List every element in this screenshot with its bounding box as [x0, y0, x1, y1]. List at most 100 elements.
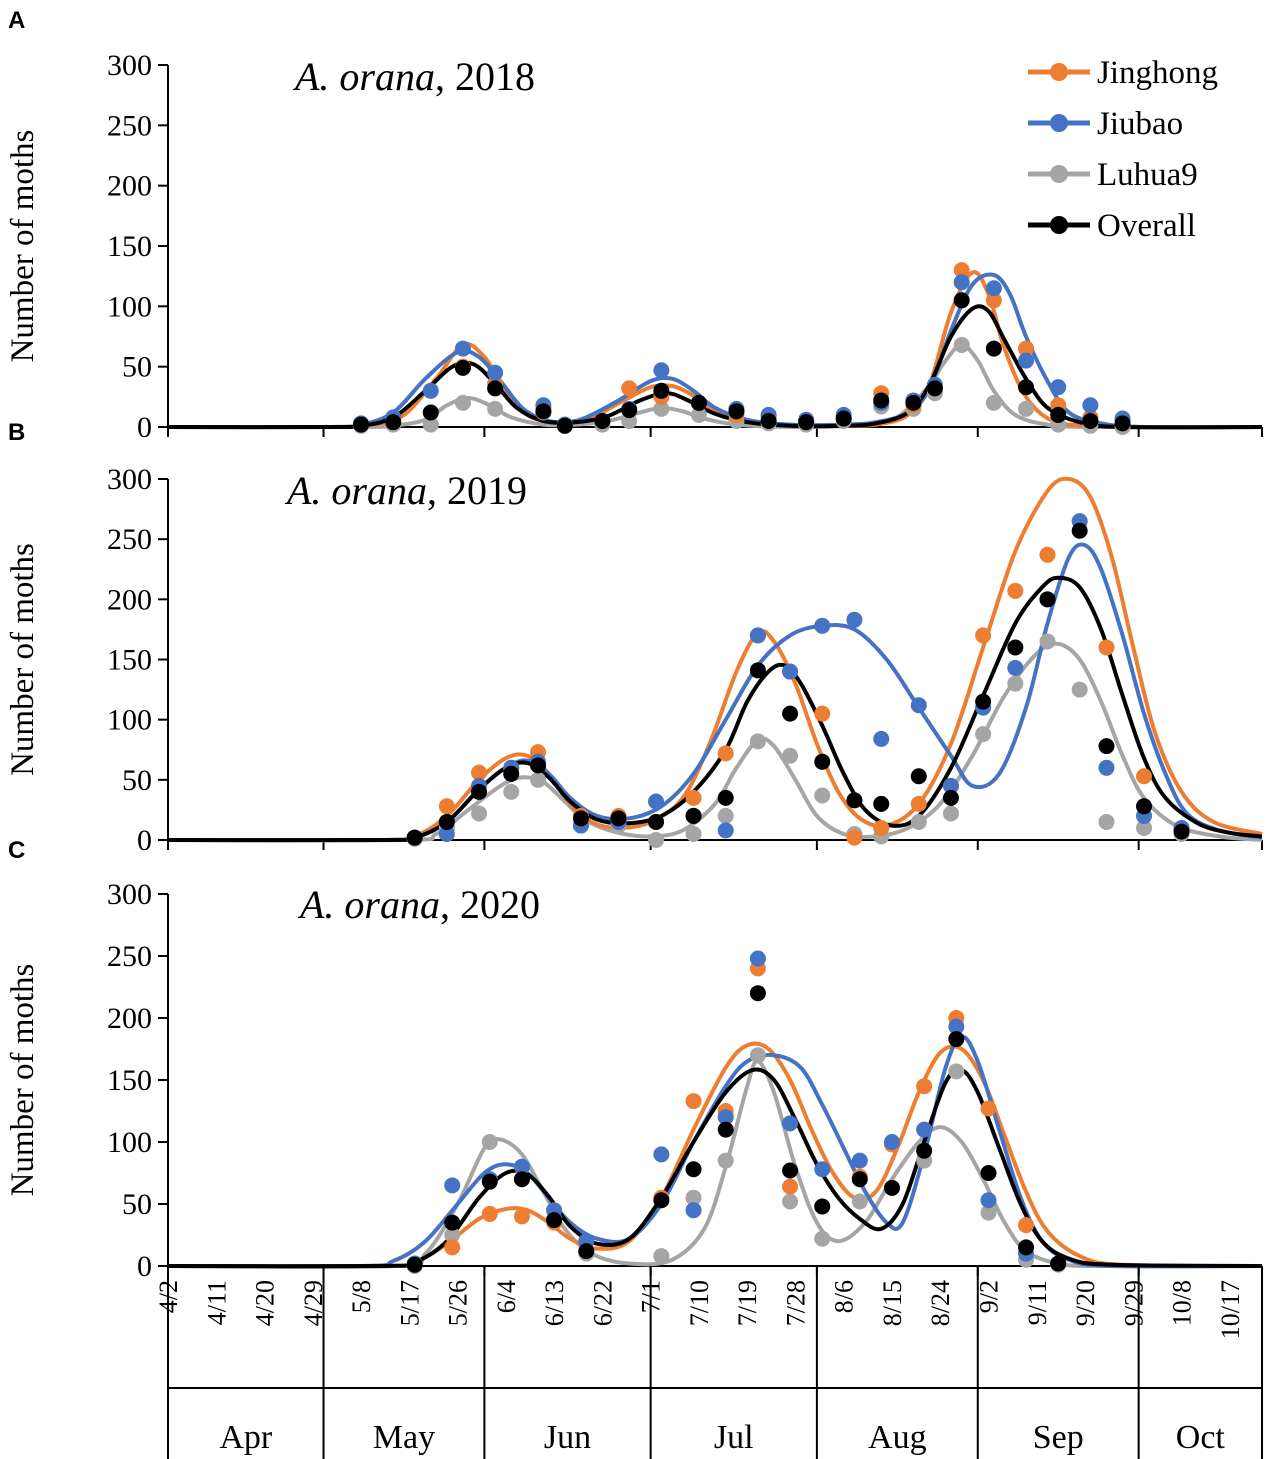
data-point-luhua9: [953, 336, 970, 353]
data-point-overall: [406, 1256, 423, 1273]
fit-line-jinghong: [167, 476, 1263, 843]
x-tick-label: 7/19: [733, 1280, 762, 1326]
data-point-jiubao: [749, 627, 766, 644]
data-point-jiubao: [422, 382, 439, 399]
panel-a: A 0 50 100 150 200 250 300 Number of moths A. ora…: [5, 7, 1263, 444]
month-label: May: [373, 1419, 435, 1456]
data-point-luhua9: [717, 807, 734, 824]
data-point-jiubao: [653, 1146, 670, 1163]
data-point-jiubao: [948, 1018, 965, 1035]
data-point-jinghong: [910, 795, 927, 812]
data-point-jinghong: [438, 798, 455, 815]
data-point-jinghong: [621, 380, 638, 397]
y-tick-label: 300: [107, 463, 152, 496]
x-tick-label: 10/17: [1216, 1280, 1245, 1339]
fit-line-jiubao: [167, 1034, 1263, 1269]
legend-marker-overall: [1050, 216, 1068, 234]
y-tick-label: 100: [107, 704, 152, 737]
data-point-luhua9: [685, 825, 702, 842]
data-point-jinghong: [782, 1178, 799, 1195]
legend-marker-jiubao: [1050, 114, 1068, 132]
data-point-jinghong: [1007, 582, 1024, 599]
data-point-overall: [487, 380, 504, 397]
data-point-overall: [444, 1214, 461, 1231]
data-point-luhua9: [1039, 633, 1056, 650]
data-point-luhua9: [814, 787, 831, 804]
x-axis-categories: 4/2 4/11 4/20 4/29 5/8 5/17 5/26 6/4 6/13 6/22 7/1…: [154, 1266, 1263, 1459]
month-label: Jul: [714, 1419, 754, 1456]
data-point-jiubao: [1050, 379, 1067, 396]
data-point-jiubao: [1082, 397, 1099, 414]
data-point-jinghong: [975, 627, 992, 644]
data-point-jiubao: [1018, 352, 1035, 369]
data-point-jiubao: [873, 730, 890, 747]
y-axis-label: Number of moths: [5, 130, 41, 363]
fit-line-jinghong: [167, 1041, 1263, 1269]
data-point-overall: [653, 1192, 670, 1209]
data-point-overall: [513, 1171, 530, 1188]
data-point-overall: [926, 380, 943, 397]
data-point-jinghong: [685, 789, 702, 806]
y-tick-label: 250: [107, 940, 152, 973]
y-tick-label: 50: [122, 1188, 152, 1221]
month-label: Sep: [1033, 1419, 1084, 1456]
month-label: Aug: [868, 1419, 927, 1456]
data-point-jinghong: [1018, 340, 1035, 357]
title-year: , 2020: [440, 882, 540, 927]
data-point-overall: [953, 292, 970, 309]
data-point-jinghong: [953, 262, 970, 279]
chart-title: A. orana, 2019: [284, 468, 527, 513]
y-tick-label: 150: [107, 230, 152, 263]
data-point-luhua9: [749, 733, 766, 750]
data-point-luhua9: [948, 1063, 965, 1080]
data-point-overall: [572, 810, 589, 827]
title-species: A. orana: [292, 54, 435, 99]
data-point-luhua9: [444, 1227, 461, 1243]
data-point-jiubao: [487, 364, 504, 381]
x-tick-label: 9/11: [1023, 1280, 1052, 1325]
data-point-overall: [1050, 406, 1067, 423]
data-point-overall: [1098, 738, 1115, 755]
data-point-jinghong: [846, 829, 863, 846]
data-point-jiubao: [444, 1177, 461, 1194]
data-point-overall: [975, 693, 992, 710]
data-point-overall: [1007, 639, 1024, 656]
data-point-luhua9: [975, 726, 992, 743]
data-point-luhua9: [653, 1248, 670, 1265]
data-point-jiubao: [438, 825, 455, 842]
data-point-jinghong: [1098, 639, 1115, 656]
data-point-overall: [782, 1162, 799, 1179]
data-point-overall: [578, 1243, 595, 1260]
data-point-jiubao: [782, 1115, 799, 1132]
month-label: Oct: [1176, 1419, 1226, 1456]
data-point-overall: [556, 417, 573, 434]
data-point-overall: [749, 985, 766, 1002]
title-species: A. orana: [284, 468, 427, 513]
data-point-overall: [760, 412, 777, 429]
data-point-overall: [851, 1171, 868, 1188]
legend-marker-luhua9: [1050, 165, 1068, 183]
data-point-overall: [948, 1031, 965, 1048]
data-point-luhua9: [503, 783, 520, 800]
data-point-jinghong: [444, 1239, 461, 1256]
data-point-overall: [621, 402, 638, 419]
y-axis-label: Number of moths: [5, 964, 41, 1197]
y-tick-label: 100: [107, 290, 152, 323]
data-point-jinghong: [1136, 768, 1153, 785]
data-point-overall: [648, 813, 665, 830]
y-tick-label: 300: [107, 49, 152, 82]
x-tick-label: 10/8: [1168, 1280, 1197, 1326]
data-point-jiubao: [717, 822, 734, 839]
y-tick-label: 200: [107, 1002, 152, 1035]
legend: Jinghong Jiubao Luhua9 Overall: [1028, 55, 1218, 244]
x-tick-label: 9/2: [975, 1280, 1004, 1313]
data-point-jiubao: [1098, 759, 1115, 776]
data-point-luhua9: [530, 771, 547, 788]
data-point-overall: [846, 792, 863, 809]
data-point-overall: [503, 765, 520, 782]
legend-marker-jinghong: [1050, 63, 1068, 81]
data-point-overall: [438, 813, 455, 830]
data-point-overall: [873, 392, 890, 409]
data-point-overall: [835, 410, 852, 427]
data-point-jiubao: [942, 777, 959, 794]
